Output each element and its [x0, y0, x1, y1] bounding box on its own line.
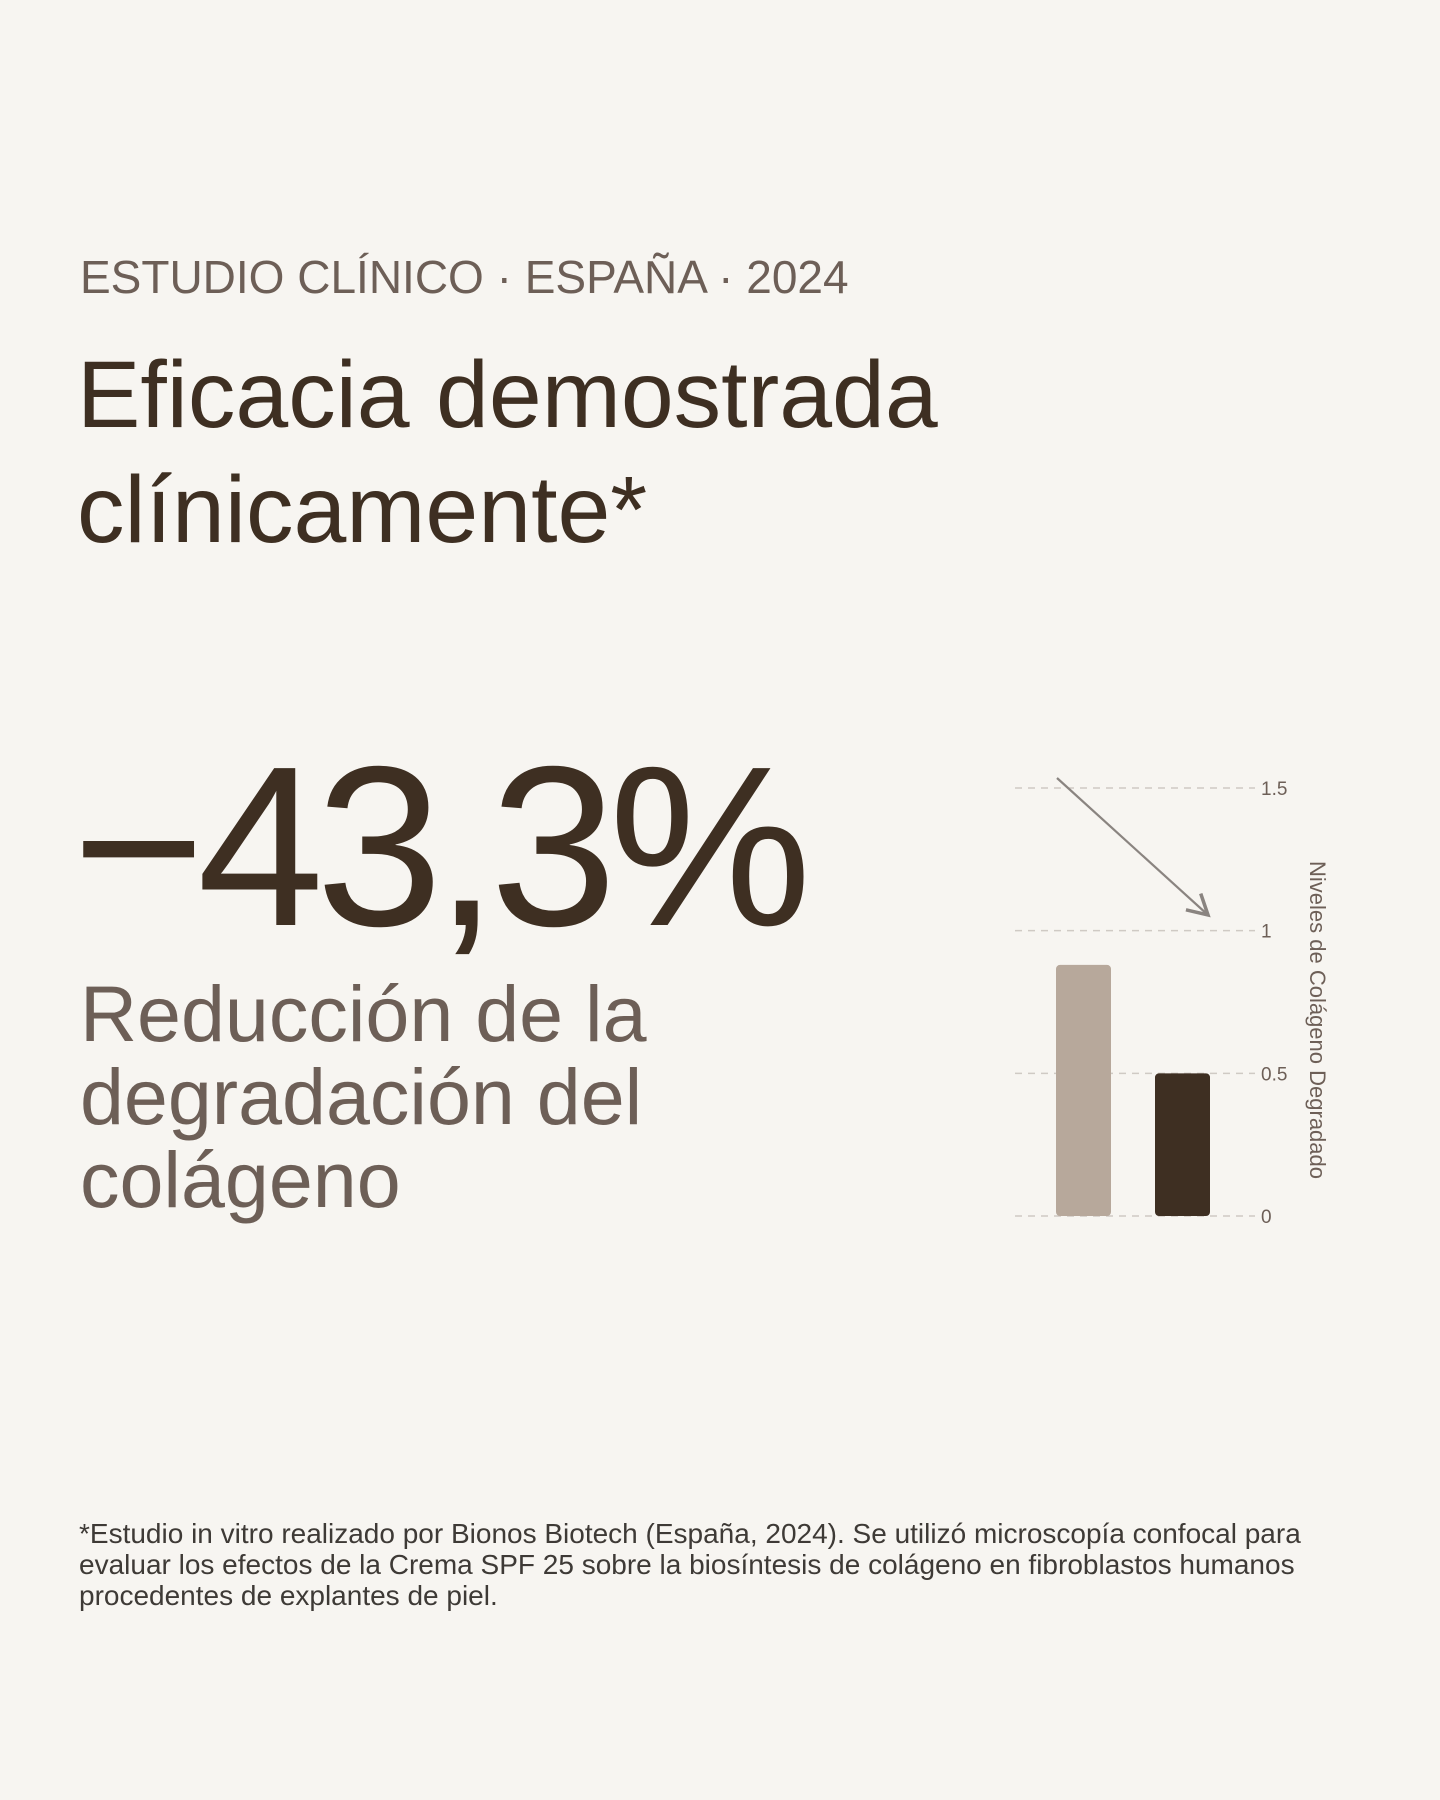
stat-caption-line-3: colágeno — [80, 1135, 401, 1224]
page-title-line-1: Eficacia demostrada — [77, 342, 938, 448]
stat-caption: Reducción de la degradación del colágeno — [80, 972, 840, 1221]
stat-value: −43,3% — [72, 720, 812, 974]
y-tick-label: 0.5 — [1261, 1064, 1287, 1085]
study-eyebrow: ESTUDIO CLÍNICO · ESPAÑA · 2024 — [80, 251, 849, 303]
chart-bars — [1056, 964, 1210, 1216]
page-title: Eficacia demostrada clínicamente* — [77, 338, 1077, 568]
y-axis-label: Niveles de Colágeno Degradado — [1305, 861, 1330, 1179]
y-tick-label: 1 — [1261, 922, 1272, 943]
chart-grid — [1015, 787, 1255, 1217]
footnote: *Estudio in vitro realizado por Bionos B… — [79, 1518, 1301, 1611]
chart-y-ticks: 0 0.5 1 1.5 — [1261, 779, 1287, 1228]
bar-2 — [1155, 1073, 1210, 1216]
y-tick-label: 1.5 — [1261, 779, 1287, 800]
stat-caption-line-1: Reducción de la — [80, 969, 647, 1058]
y-tick-label: 0 — [1261, 1207, 1272, 1228]
trend-arrow — [1056, 777, 1211, 918]
stat-caption-line-2: degradación del — [80, 1052, 643, 1141]
page-title-line-2: clínicamente* — [77, 457, 648, 563]
bar-1 — [1056, 964, 1111, 1216]
